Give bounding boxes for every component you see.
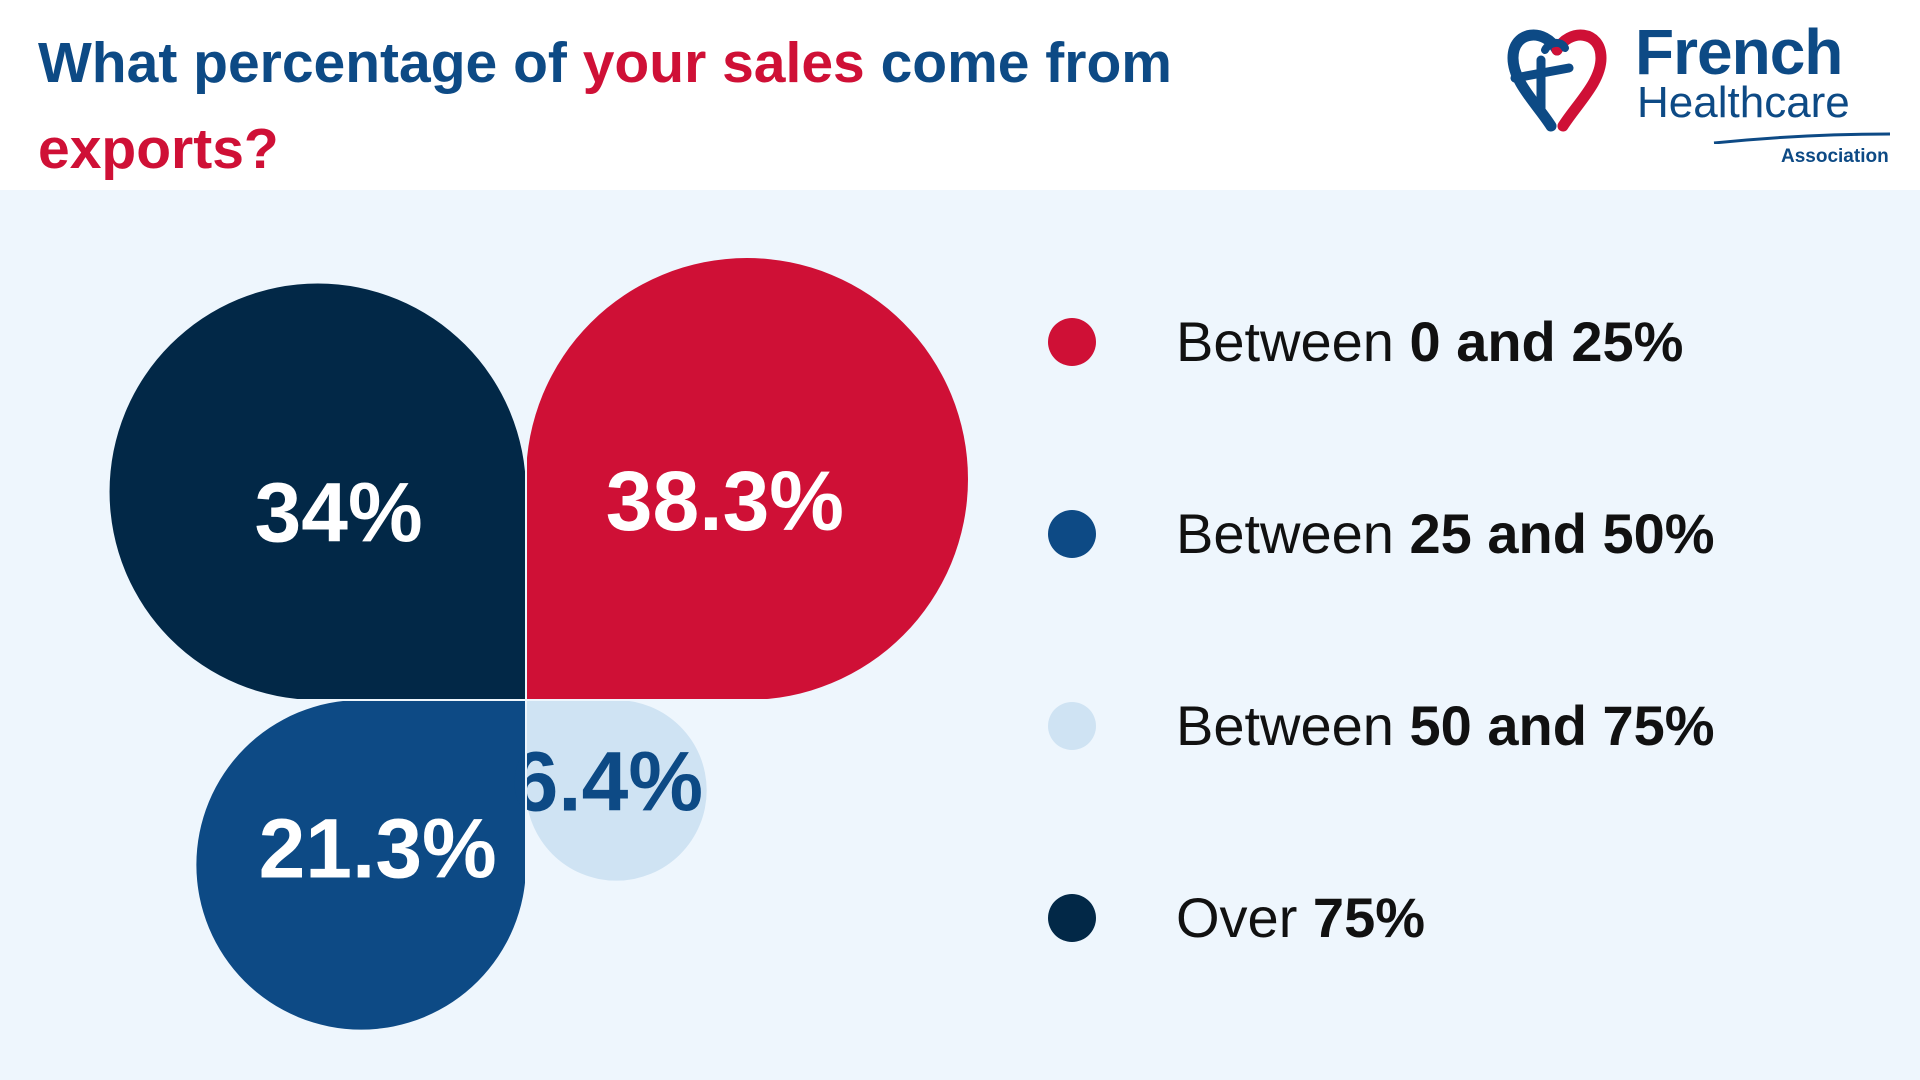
logo-word-french: French — [1635, 16, 1843, 88]
heart-logo-icon — [1507, 29, 1607, 132]
petal-label-2: 21.3% — [259, 801, 497, 895]
legend-dot-icon — [1048, 318, 1096, 366]
legend-label-prefix: Between — [1176, 694, 1410, 757]
legend-label: Between 50 and 75% — [1176, 684, 1715, 768]
legend-label-prefix: Between — [1176, 502, 1410, 565]
legend-dot-icon — [1048, 894, 1096, 942]
legend-dot-icon — [1048, 510, 1096, 558]
title-accent-2: exports? — [38, 117, 279, 181]
legend-label-prefix: Over — [1176, 886, 1313, 949]
petal-4 — [109, 283, 526, 700]
legend-label-range: 75% — [1312, 886, 1426, 949]
legend-label: Over 75% — [1176, 876, 1425, 960]
title-part-1: What percentage of — [38, 31, 583, 95]
title-accent-1: your sales — [582, 31, 865, 95]
legend-item: Over 75% — [1048, 876, 1888, 956]
logo-swoosh-icon — [1713, 132, 1891, 144]
petal-label-4: 34% — [255, 466, 423, 560]
petal-label-1: 38.3% — [606, 454, 844, 548]
legend-label-range: 0 and 25% — [1409, 310, 1684, 373]
petal-chart: 38.3% 21.3%6.4% 34% — [109, 250, 976, 1030]
legend-item: Between 50 and 75% — [1048, 684, 1888, 764]
petal-1 — [526, 258, 968, 700]
logo-word-healthcare: Healthcare — [1637, 78, 1850, 127]
legend-label: Between 25 and 50% — [1176, 492, 1715, 576]
legend-label-range: 50 and 75% — [1409, 694, 1715, 757]
header: What percentage of your sales come from … — [0, 0, 1920, 190]
french-healthcare-logo: French Healthcare Association — [1505, 16, 1895, 176]
logo-word-association: Association — [1781, 146, 1889, 167]
page-title: What percentage of your sales come from … — [38, 20, 1338, 192]
petal-label-3: 6.4% — [512, 734, 703, 828]
title-part-2: come from — [864, 31, 1172, 95]
legend-label-range: 25 and 50% — [1409, 502, 1715, 565]
legend-item: Between 25 and 50% — [1048, 492, 1888, 572]
legend-dot-icon — [1048, 702, 1096, 750]
legend-item: Between 0 and 25% — [1048, 300, 1888, 380]
petal-2 — [196, 700, 526, 1030]
legend-label-prefix: Between — [1176, 310, 1410, 373]
petal-3 — [526, 700, 707, 881]
legend-label: Between 0 and 25% — [1176, 300, 1683, 384]
